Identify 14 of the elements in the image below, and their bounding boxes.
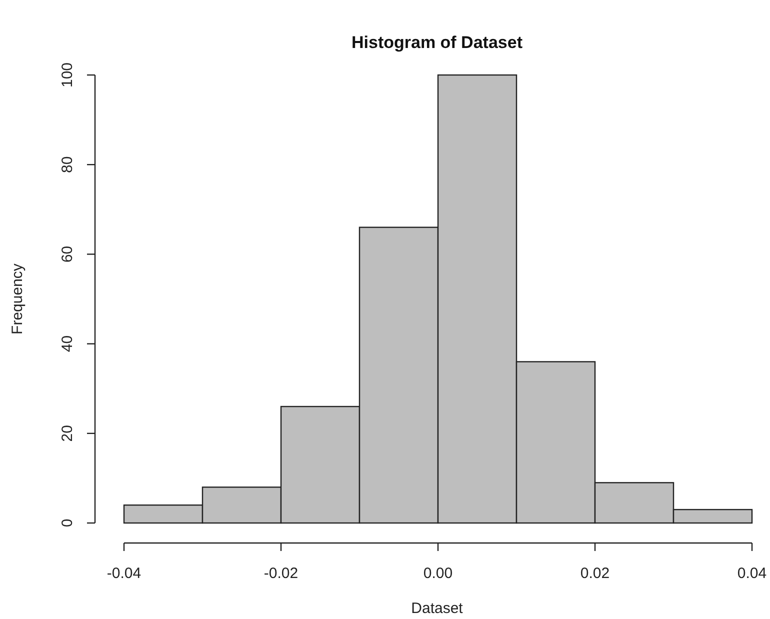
y-tick-label: 60	[59, 246, 76, 263]
y-axis-title: Frequency	[9, 263, 26, 334]
x-tick-label: 0.02	[580, 565, 610, 582]
y-tick-label: 80	[59, 156, 76, 173]
x-tick-label: 0.04	[737, 565, 767, 582]
y-tick-label: 20	[59, 425, 76, 442]
chart-title: Histogram of Dataset	[352, 33, 523, 52]
x-tick-label: -0.04	[106, 565, 142, 582]
x-tick-label: -0.02	[264, 565, 298, 582]
y-tick-label: 0	[59, 518, 76, 528]
y-tick-label: 100	[59, 62, 76, 88]
x-tick-label: 0.00	[423, 565, 453, 582]
x-axis-title: Dataset	[411, 600, 464, 617]
y-tick-label: 40	[59, 335, 76, 352]
